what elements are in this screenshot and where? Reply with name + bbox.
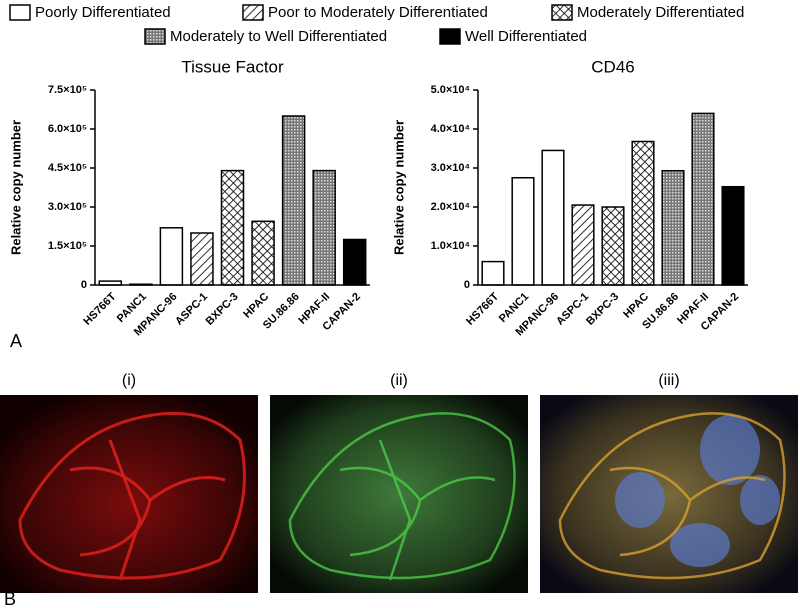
y-tick-label: 1.0×10⁴ xyxy=(431,240,470,252)
y-tick-label: 1.5×10⁵ xyxy=(48,240,87,252)
y-tick-label: 0 xyxy=(464,279,470,291)
y-axis-label: Relative copy number xyxy=(8,120,23,255)
legend-swatch xyxy=(242,4,264,21)
bar xyxy=(691,112,715,286)
x-tick-label: HS766T xyxy=(464,290,501,327)
x-tick-label: BXPC-3 xyxy=(584,291,621,328)
x-tick-label: ASPC-1 xyxy=(554,291,591,328)
y-tick-label: 4.5×10⁵ xyxy=(48,162,87,174)
bar xyxy=(631,140,655,286)
legend-swatch xyxy=(439,28,461,45)
y-tick-label: 6.0×10⁵ xyxy=(48,123,87,135)
bar xyxy=(661,169,685,286)
y-tick-label: 4.0×10⁴ xyxy=(431,123,470,135)
bar xyxy=(281,115,306,286)
y-tick-label: 0 xyxy=(81,279,87,291)
y-tick-label: 5.0×10⁴ xyxy=(431,84,470,96)
bar xyxy=(571,204,595,286)
bar xyxy=(481,260,505,286)
y-tick-label: 7.5×10⁵ xyxy=(48,84,87,96)
legend-swatch xyxy=(9,4,31,21)
charts: Tissue Factor Relative copy number 0 1.5×10… xyxy=(8,57,748,338)
panel-label: A xyxy=(10,331,22,351)
image-label: (i) xyxy=(122,372,136,389)
bar xyxy=(220,169,245,286)
x-tick-label: HS766T xyxy=(81,290,118,327)
image-label: (iii) xyxy=(658,372,679,389)
bar xyxy=(159,227,184,286)
y-tick-label: 3.0×10⁴ xyxy=(431,162,470,174)
y-axis-label: Relative copy number xyxy=(391,120,406,255)
bar xyxy=(601,206,625,286)
legend-swatch xyxy=(144,28,166,45)
micrographs xyxy=(0,395,798,593)
legend-label: Moderately to Well Differentiated xyxy=(170,28,387,45)
image-label: (ii) xyxy=(390,372,408,389)
bar xyxy=(251,220,275,286)
chart-title: Tissue Factor xyxy=(181,57,284,76)
bar xyxy=(190,232,214,286)
legend-label: Well Differentiated xyxy=(465,28,587,45)
panel-label: B xyxy=(4,589,16,608)
bar xyxy=(312,169,336,286)
bar xyxy=(721,185,745,286)
legend-label: Moderately Differentiated xyxy=(577,4,744,21)
chart-title: CD46 xyxy=(591,57,634,76)
bar xyxy=(342,238,367,286)
x-tick-label: BXPC-3 xyxy=(204,291,241,328)
legend-swatch xyxy=(551,4,573,21)
y-tick-label: 2.0×10⁴ xyxy=(431,201,470,213)
bar xyxy=(511,177,535,286)
legend-label: Poorly Differentiated xyxy=(35,4,171,21)
y-tick-label: 3.0×10⁵ xyxy=(48,201,87,213)
x-tick-label: ASPC-1 xyxy=(173,291,210,328)
bar xyxy=(541,149,565,286)
legend: Poorly Differentiated Poor to Moderately … xyxy=(9,4,744,45)
legend-label: Poor to Moderately Differentiated xyxy=(268,4,488,21)
